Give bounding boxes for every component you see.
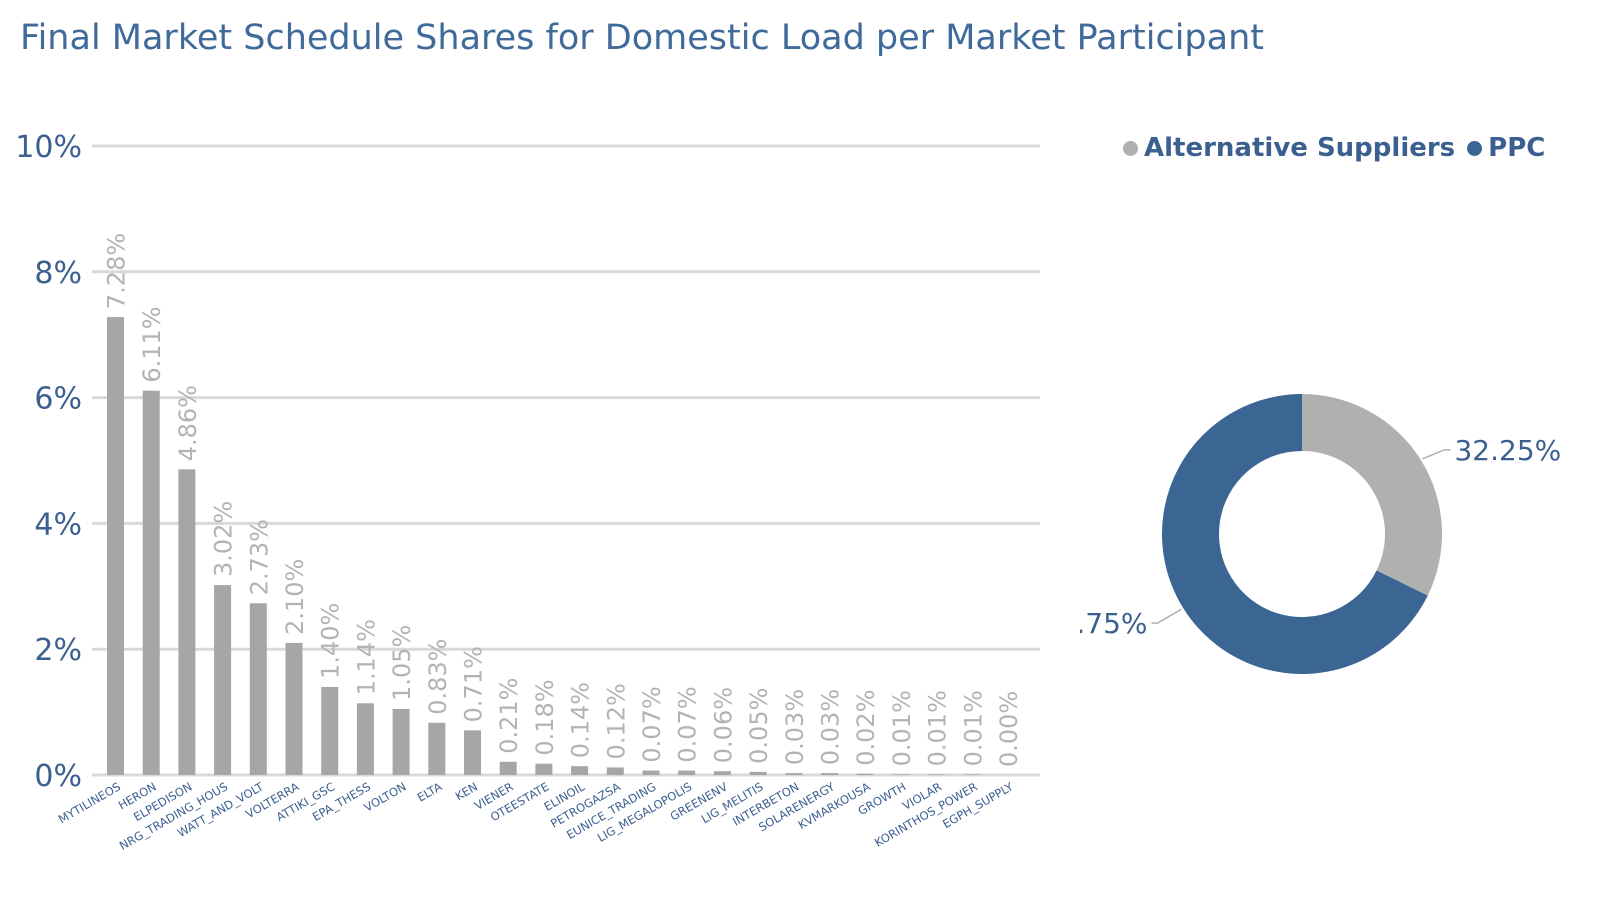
donut-slices — [1162, 394, 1442, 674]
bar-volterra — [285, 642, 303, 775]
donut-chart: 32.25% 67.75% — [1080, 394, 1561, 674]
bar-mytilineos — [107, 317, 124, 775]
x-tick-label: ELTA — [415, 779, 445, 804]
legend-label-alternative: Alternative Suppliers — [1144, 133, 1456, 163]
bar-ken — [464, 730, 481, 775]
bar-oteestate — [535, 763, 553, 775]
y-tick-label: 8% — [34, 256, 82, 291]
bar-elinoil — [571, 766, 589, 775]
x-axis-ticks: MYTILINEOSHERONELPEDISONNRG_TRADING_HOUS… — [56, 779, 1016, 853]
bar-attiki_gsc — [321, 686, 339, 775]
chart-title: Final Market Schedule Shares for Domesti… — [20, 18, 1264, 58]
bar-data-label: 0.01% — [888, 690, 916, 766]
bar-volton — [392, 708, 410, 775]
donut-leader-line — [1422, 449, 1451, 460]
bar-data-label: 0.02% — [852, 689, 880, 765]
bar-data-label: 0.01% — [959, 690, 987, 766]
bar-kvmarkousa — [856, 773, 874, 775]
bar-data-label: 0.21% — [495, 678, 523, 754]
bar-data-label: 6.11% — [138, 306, 166, 382]
bar-growth — [892, 774, 910, 775]
bar-data-label: 0.00% — [995, 691, 1023, 767]
donut-slice-ppc — [1162, 394, 1428, 674]
bar-data-label: 1.40% — [317, 603, 345, 679]
donut-slice-alternative-suppliers — [1302, 394, 1442, 596]
bar-data-label: 0.71% — [460, 646, 488, 722]
bar-data-label: 0.07% — [638, 686, 666, 762]
bar-data-label: 7.28% — [103, 233, 131, 309]
bar-data-label: 0.01% — [924, 690, 952, 766]
y-tick-label: 2% — [34, 633, 82, 668]
legend-item-alternative: Alternative Suppliers — [1123, 133, 1455, 163]
bar-petrogazsa — [606, 767, 624, 775]
bar-data-label: 0.12% — [602, 683, 630, 759]
bar-viener — [499, 761, 517, 775]
bar-epa_thess — [356, 703, 374, 775]
bar-data-label: 3.02% — [210, 501, 238, 577]
legend-swatch-alternative — [1123, 140, 1138, 156]
bar-violar — [928, 774, 946, 775]
bar-data-label: 1.05% — [388, 625, 416, 701]
donut-legend: Alternative Suppliers PPC — [1123, 133, 1557, 163]
bar-interbeton — [785, 773, 803, 775]
bar-data-label: 0.06% — [709, 687, 737, 763]
bar-heron — [142, 390, 160, 775]
data-labels: 7.28%6.11% 4.86% 3.02% 2.73% 2.10% 1.40% 1.14%… — [103, 233, 1024, 767]
bar-data-label: 0.05% — [745, 688, 773, 764]
bar-data-label: 0.18% — [531, 679, 559, 755]
y-tick-label: 10% — [15, 130, 82, 165]
bar-elta — [428, 722, 446, 775]
bar-data-label: 0.14% — [567, 682, 595, 758]
legend-label-ppc: PPC — [1488, 133, 1546, 163]
y-tick-label: 6% — [34, 382, 82, 417]
donut-data-label: 67.75% — [1080, 607, 1148, 640]
y-tick-label: 0% — [34, 759, 82, 794]
legend-swatch-ppc — [1467, 140, 1483, 156]
gridlines — [92, 144, 1040, 777]
bar-data-label: 2.10% — [281, 559, 309, 635]
bar-korinthos_power — [963, 774, 981, 775]
bar-watt_and_volt — [249, 603, 267, 775]
legend-item-ppc: PPC — [1467, 133, 1545, 163]
bar-nrg_trading_hous — [214, 585, 232, 775]
bar-data-label: 2.73% — [245, 519, 273, 595]
donut-labels: 32.25% 67.75% — [1080, 434, 1561, 640]
bar-solarenergy — [821, 773, 838, 775]
y-tick-label: 4% — [34, 507, 82, 542]
bar-data-label: 0.03% — [817, 689, 845, 765]
bar-lig_melitis — [749, 771, 767, 775]
bar-elpedison — [178, 469, 196, 775]
bar-eunice_trading — [642, 770, 660, 775]
bar-data-label: 4.86% — [174, 385, 202, 461]
bar-chart: 0% 2% 4% 6% 8% 10% 7.28%6.11% 4.86% 3.02% 2.73% 2… — [15, 130, 1040, 853]
bar-lig_megalopolis — [678, 770, 696, 775]
bar-data-label: 0.83% — [424, 639, 452, 715]
bars — [107, 317, 981, 775]
y-axis-ticks: 0% 2% 4% 6% 8% 10% — [15, 130, 82, 794]
bar-data-label: 1.14% — [352, 619, 380, 695]
bar-data-label: 0.03% — [781, 689, 809, 765]
bar-data-label: 0.07% — [674, 686, 702, 762]
donut-leader-line — [1151, 608, 1182, 624]
bar-greenenv — [713, 771, 731, 775]
donut-data-label: 32.25% — [1454, 434, 1561, 467]
